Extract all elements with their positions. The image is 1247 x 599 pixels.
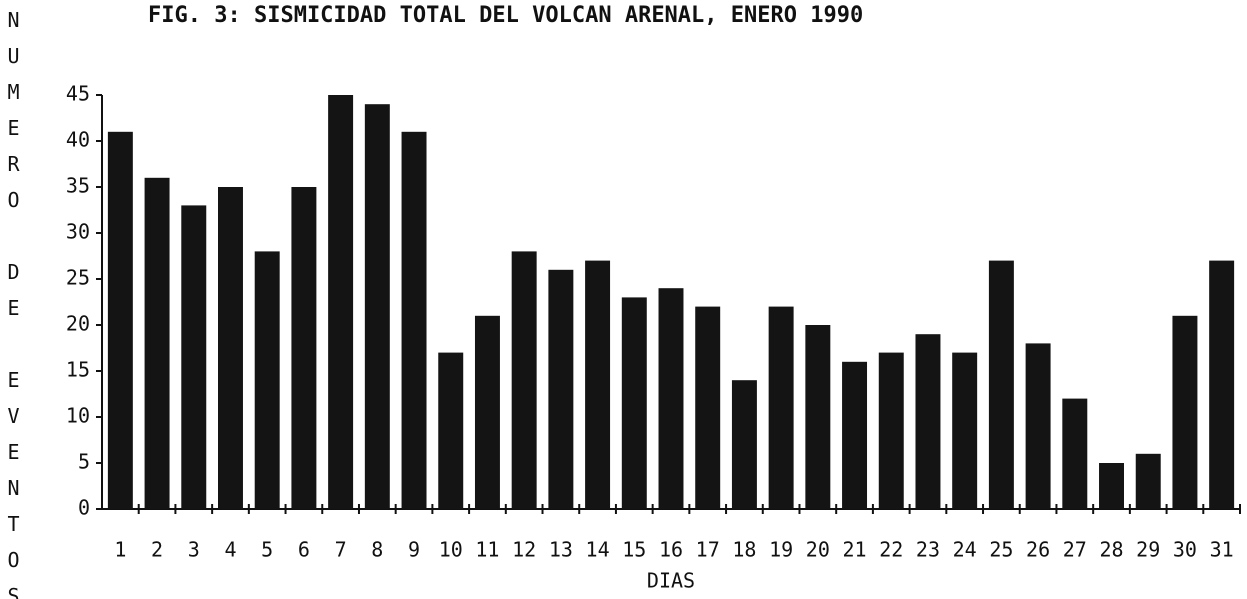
bar xyxy=(621,297,647,509)
y-tick-label: 40 xyxy=(66,128,90,152)
bar xyxy=(1025,343,1051,509)
x-tick-label: 6 xyxy=(298,538,310,562)
x-tick-label: 26 xyxy=(1026,538,1050,562)
bar xyxy=(952,352,978,509)
bar xyxy=(438,352,464,509)
bar xyxy=(107,131,133,510)
x-tick-label: 11 xyxy=(475,538,499,562)
bar xyxy=(695,306,721,509)
bar xyxy=(658,288,684,509)
bar xyxy=(181,205,207,509)
bar xyxy=(768,306,794,509)
x-tick-label: 10 xyxy=(439,538,463,562)
x-axis-label: DIAS xyxy=(647,569,695,593)
x-tick-label: 13 xyxy=(549,538,573,562)
bar xyxy=(401,131,427,510)
bar xyxy=(842,361,868,509)
bar xyxy=(731,380,757,509)
chart-title: FIG. 3: SISMICIDAD TOTAL DEL VOLCAN AREN… xyxy=(148,3,863,28)
y-tick-label: 5 xyxy=(78,450,90,474)
x-tick-label: 30 xyxy=(1173,538,1197,562)
x-tick-label: 23 xyxy=(916,538,940,562)
bar xyxy=(1172,315,1198,509)
x-tick-label: 27 xyxy=(1063,538,1087,562)
x-tick-label: 24 xyxy=(953,538,977,562)
x-tick-label: 8 xyxy=(371,538,383,562)
bar xyxy=(328,95,354,509)
bar xyxy=(988,260,1014,509)
x-tick-label: 16 xyxy=(659,538,683,562)
bar xyxy=(511,251,537,509)
x-tick-label: 19 xyxy=(769,538,793,562)
x-tick-label: 15 xyxy=(622,538,646,562)
x-tick-label: 21 xyxy=(843,538,867,562)
y-tick-label: 10 xyxy=(66,404,90,428)
x-tick-label: 9 xyxy=(408,538,420,562)
y-tick-label: 20 xyxy=(66,312,90,336)
bar xyxy=(218,187,243,509)
bar xyxy=(364,104,390,509)
bar xyxy=(254,251,280,509)
bar xyxy=(548,269,574,509)
x-tick-label: 22 xyxy=(879,538,903,562)
x-tick-label: 29 xyxy=(1136,538,1160,562)
x-tick-label: 18 xyxy=(732,538,756,562)
x-tick-label: 20 xyxy=(806,538,830,562)
x-tick-label: 3 xyxy=(188,538,200,562)
bar xyxy=(585,260,611,509)
bar xyxy=(474,315,500,509)
x-tick-label: 2 xyxy=(151,538,163,562)
bar xyxy=(878,352,904,509)
bar xyxy=(144,177,170,510)
bar xyxy=(915,334,941,509)
x-tick-label: 28 xyxy=(1099,538,1123,562)
y-tick-label: 35 xyxy=(66,174,90,198)
bar xyxy=(1209,260,1235,509)
x-tick-label: 1 xyxy=(114,538,126,562)
x-tick-label: 4 xyxy=(224,538,236,562)
bar xyxy=(1135,453,1161,509)
x-tick-label: 5 xyxy=(261,538,273,562)
x-tick-label: 14 xyxy=(586,538,610,562)
bar xyxy=(805,325,831,509)
y-tick-label: 30 xyxy=(66,220,90,244)
y-tick-label: 25 xyxy=(66,266,90,290)
y-tick-label: 0 xyxy=(78,496,90,520)
x-tick-label: 25 xyxy=(989,538,1013,562)
x-tick-label: 31 xyxy=(1210,538,1234,562)
x-tick-label: 12 xyxy=(512,538,536,562)
y-tick-label: 45 xyxy=(66,82,90,106)
y-axis-label: NUMERO DE EVENTOS xyxy=(2,8,26,599)
x-tick-label: 17 xyxy=(696,538,720,562)
bar xyxy=(1062,398,1088,509)
bar xyxy=(291,187,317,509)
x-tick-label: 7 xyxy=(335,538,347,562)
y-tick-label: 15 xyxy=(66,358,90,382)
bar xyxy=(1099,463,1124,509)
